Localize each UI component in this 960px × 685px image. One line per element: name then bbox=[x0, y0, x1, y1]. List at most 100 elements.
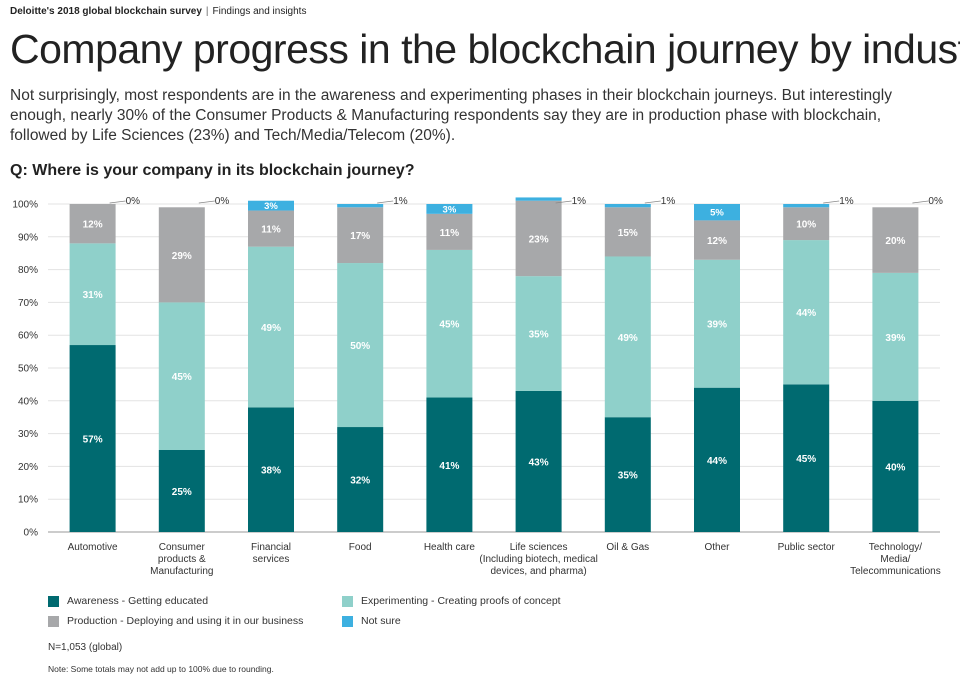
bar-segment bbox=[337, 204, 384, 208]
bar-segment bbox=[694, 220, 740, 260]
bar-segment bbox=[426, 213, 473, 250]
bar-segment bbox=[426, 397, 473, 532]
legend-swatch-awareness bbox=[48, 595, 59, 607]
y-tick-label: 20% bbox=[18, 462, 38, 473]
data-label: 1% bbox=[839, 196, 854, 207]
x-category-label: Life sciences bbox=[510, 542, 568, 553]
bar-segment bbox=[694, 259, 740, 388]
bar-segment bbox=[158, 302, 205, 450]
data-label: 5% bbox=[710, 208, 724, 219]
data-label: 1% bbox=[661, 196, 676, 207]
legend-label-production: Production - Deploying and using it in o… bbox=[67, 615, 304, 627]
legend-swatch-experimenting bbox=[342, 595, 353, 607]
data-label: 39% bbox=[885, 333, 905, 344]
x-category-label: Food bbox=[349, 542, 372, 553]
data-label: 29% bbox=[172, 251, 192, 262]
data-label: 40% bbox=[885, 462, 905, 473]
report-header: Deloitte's 2018 global blockchain survey… bbox=[10, 6, 307, 17]
callout-line bbox=[109, 200, 126, 204]
data-label: 45% bbox=[172, 372, 192, 383]
callout-line bbox=[377, 200, 394, 204]
report-source: Deloitte's 2018 global blockchain survey bbox=[10, 6, 202, 17]
data-label: 3% bbox=[264, 201, 278, 212]
bar-segment bbox=[694, 387, 740, 532]
data-label: 1% bbox=[393, 196, 408, 207]
bar-segment bbox=[158, 207, 205, 303]
y-tick-label: 30% bbox=[18, 429, 38, 440]
x-category-label: services bbox=[253, 554, 290, 565]
x-category-label: Oil & Gas bbox=[606, 542, 649, 553]
bar-segment bbox=[337, 263, 384, 428]
data-label: 12% bbox=[707, 236, 727, 247]
legend-item-awareness: Awareness - Getting educated bbox=[48, 595, 208, 607]
bar-segment bbox=[158, 450, 205, 532]
data-label: 0% bbox=[126, 196, 141, 207]
y-tick-label: 70% bbox=[18, 298, 38, 309]
data-label: 45% bbox=[439, 320, 459, 331]
bar-segment bbox=[783, 240, 830, 385]
bar-segment bbox=[515, 276, 562, 391]
data-label: 49% bbox=[261, 323, 281, 334]
bar-segment bbox=[694, 204, 740, 221]
data-label: 39% bbox=[707, 320, 727, 331]
x-category-label: devices, and pharma) bbox=[491, 566, 587, 577]
data-label: 44% bbox=[707, 456, 727, 467]
intro-paragraph: Not surprisingly, most respondents are i… bbox=[10, 87, 892, 144]
data-label: 23% bbox=[529, 234, 549, 245]
data-label: 11% bbox=[261, 225, 281, 236]
y-tick-label: 100% bbox=[12, 200, 38, 211]
stacked-bar-chart: 0% 10% 20% 30% 40% 50% 60% 70% 80% 90% 100% 57% 31% 1… bbox=[12, 196, 943, 577]
data-label: 3% bbox=[443, 204, 457, 215]
bar-segment bbox=[337, 207, 384, 264]
legend-label-experimenting: Experimenting - Creating proofs of conce… bbox=[361, 595, 561, 607]
page-title: Company progress in the blockchain journ… bbox=[10, 26, 960, 72]
x-category-label: Media/ bbox=[880, 554, 910, 565]
data-label: 10% bbox=[796, 220, 816, 231]
bar-segment bbox=[604, 417, 651, 532]
legend-item-not-sure: Not sure bbox=[342, 615, 401, 627]
data-label: 11% bbox=[440, 228, 460, 239]
bar-segment bbox=[783, 207, 830, 241]
legend-swatch-production bbox=[48, 615, 59, 627]
x-category-label: Other bbox=[704, 542, 730, 553]
legend-label-awareness: Awareness - Getting educated bbox=[67, 595, 209, 607]
callout-line bbox=[912, 200, 929, 204]
bar-segment bbox=[248, 210, 294, 247]
bar-segment bbox=[872, 272, 919, 401]
legend-item-production: Production - Deploying and using it in o… bbox=[48, 615, 303, 627]
data-label: 17% bbox=[350, 231, 370, 242]
callout-line bbox=[823, 200, 840, 204]
bar-segment bbox=[783, 204, 830, 208]
data-label: 38% bbox=[261, 466, 281, 477]
x-category-label: Public sector bbox=[778, 542, 836, 553]
x-category-label: Financial bbox=[251, 542, 291, 553]
callout-line bbox=[555, 200, 572, 204]
bar-segment bbox=[515, 200, 562, 277]
x-category-label: Health care bbox=[424, 542, 476, 553]
legend-item-experimenting: Experimenting - Creating proofs of conce… bbox=[342, 595, 561, 607]
data-label: 1% bbox=[572, 196, 587, 207]
x-category-label: Manufacturing bbox=[150, 566, 213, 577]
data-label: 49% bbox=[618, 333, 638, 344]
data-label: 57% bbox=[83, 435, 103, 446]
rounding-footnote: Note: Some totals may not add up to 100%… bbox=[48, 664, 274, 674]
x-category-label: Technology/ bbox=[869, 542, 923, 553]
sample-size-note: N=1,053 (global) bbox=[48, 642, 123, 653]
bar-segment bbox=[248, 200, 294, 211]
bar-segment bbox=[604, 207, 651, 257]
x-category-label: products & bbox=[158, 554, 206, 565]
data-label: 20% bbox=[885, 236, 905, 247]
data-label: 45% bbox=[796, 454, 816, 465]
data-label: 12% bbox=[83, 220, 103, 231]
legend-swatch-not-sure bbox=[342, 615, 353, 627]
bar-segment bbox=[783, 384, 830, 532]
x-category-label: Consumer bbox=[159, 542, 206, 553]
callout-line bbox=[198, 200, 215, 204]
bar-segment bbox=[426, 249, 473, 398]
bar-segment bbox=[872, 400, 919, 532]
data-label: 41% bbox=[439, 461, 459, 472]
callout-line bbox=[644, 200, 661, 204]
data-label: 50% bbox=[350, 341, 370, 352]
report-section: Findings and insights bbox=[212, 6, 307, 17]
y-tick-label: 0% bbox=[24, 528, 39, 539]
